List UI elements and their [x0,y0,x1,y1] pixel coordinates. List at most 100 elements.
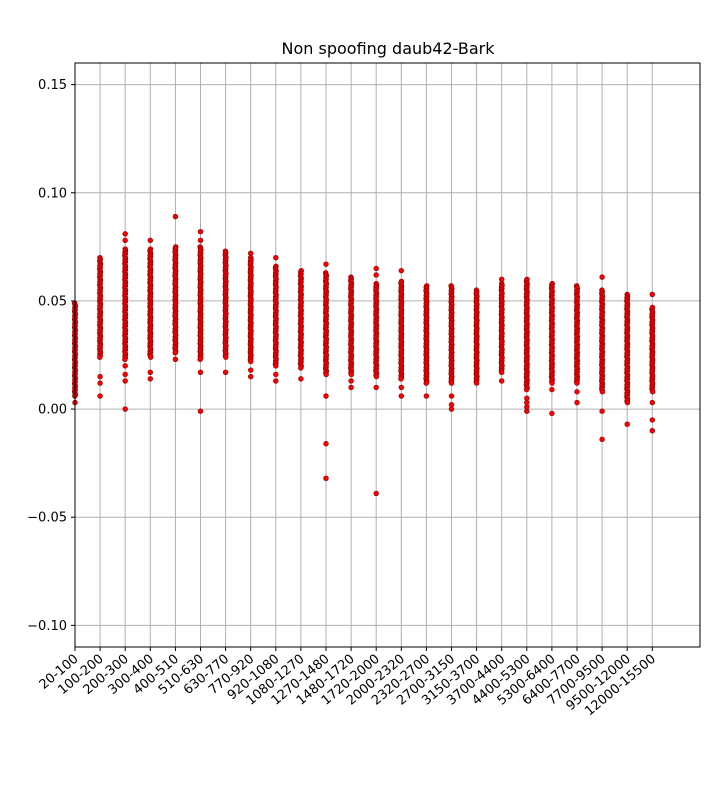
data-point [273,363,279,369]
data-point [323,261,329,267]
data-point [348,384,354,391]
data-point [122,371,128,378]
data-point [599,408,605,414]
data-point [599,274,605,280]
data-point [122,378,128,384]
category-points [573,283,581,406]
data-point [649,291,655,298]
data-point [147,237,154,244]
category-points [599,274,606,443]
data-point [298,365,304,371]
data-point [273,378,279,384]
data-point [649,389,656,395]
chart-title: Non spoofing daub42-Bark [282,39,496,58]
category-points [122,231,129,412]
data-point [373,373,380,380]
data-point [248,250,254,257]
data-point [373,265,379,272]
data-point [122,363,128,369]
y-axis: −0.10 −0.05 0.00 0.05 0.10 0.15 [27,78,75,634]
data-point [599,436,605,443]
data-point [524,395,530,401]
data-point [197,237,204,244]
category-points [172,213,179,363]
data-point [398,376,404,382]
category-points [448,283,455,412]
data-point [248,367,254,373]
data-point [122,406,128,412]
category-points [398,267,405,399]
y-tick-label: 0.00 [38,403,67,418]
category-points [272,254,279,384]
data-point [197,369,204,376]
y-tick-label: −0.05 [27,511,67,526]
y-tick-label: 0.15 [38,78,67,93]
data-point [298,376,304,382]
data-point [323,440,329,447]
data-point [499,369,505,376]
data-point [97,373,103,380]
data-point [197,229,204,235]
data-point [574,380,580,386]
category-points [222,248,229,376]
data-point [147,376,154,382]
data-point [122,356,128,363]
data-point [323,371,329,378]
data-point [499,378,505,384]
category-points [247,250,254,380]
data-point [423,380,429,386]
y-tick-label: 0.05 [38,294,67,309]
data-point [97,354,103,360]
category-points [348,274,355,391]
data-point [122,231,128,237]
data-point [97,380,103,386]
category-points [97,254,104,399]
category-points [473,287,480,386]
category-points [297,267,304,382]
data-point [574,389,580,395]
data-point [398,267,404,274]
data-point [549,410,555,417]
category-points [147,237,154,382]
data-point [172,350,178,356]
y-tick-label: −0.10 [27,619,67,634]
data-point [273,254,279,261]
data-point [649,428,655,434]
data-point [624,399,631,406]
category-points [548,280,555,417]
y-tick-label: 0.10 [38,186,67,201]
data-point [499,276,505,282]
data-point [348,378,354,384]
data-point [423,393,430,399]
data-point [649,399,655,406]
data-point [323,475,329,481]
data-points [71,213,656,497]
data-point [122,237,128,244]
data-point [624,421,630,427]
data-point [223,354,229,360]
data-point [448,380,455,386]
data-point [147,354,154,360]
data-point [448,393,455,399]
data-point [473,380,480,386]
category-points [523,276,530,414]
data-point [348,371,354,378]
data-point [197,356,203,363]
plot-frame [74,62,701,648]
data-point [599,389,606,395]
data-point [97,393,103,399]
data-point [172,213,179,220]
category-points [649,291,656,434]
data-point [398,384,404,391]
data-point [222,369,229,376]
data-point [448,402,455,408]
category-points [423,283,430,399]
data-point [147,369,154,376]
category-points [373,265,380,497]
data-point [373,490,379,497]
data-point [549,386,555,393]
data-point [323,393,329,399]
category-points [197,229,204,414]
data-point [172,356,179,363]
